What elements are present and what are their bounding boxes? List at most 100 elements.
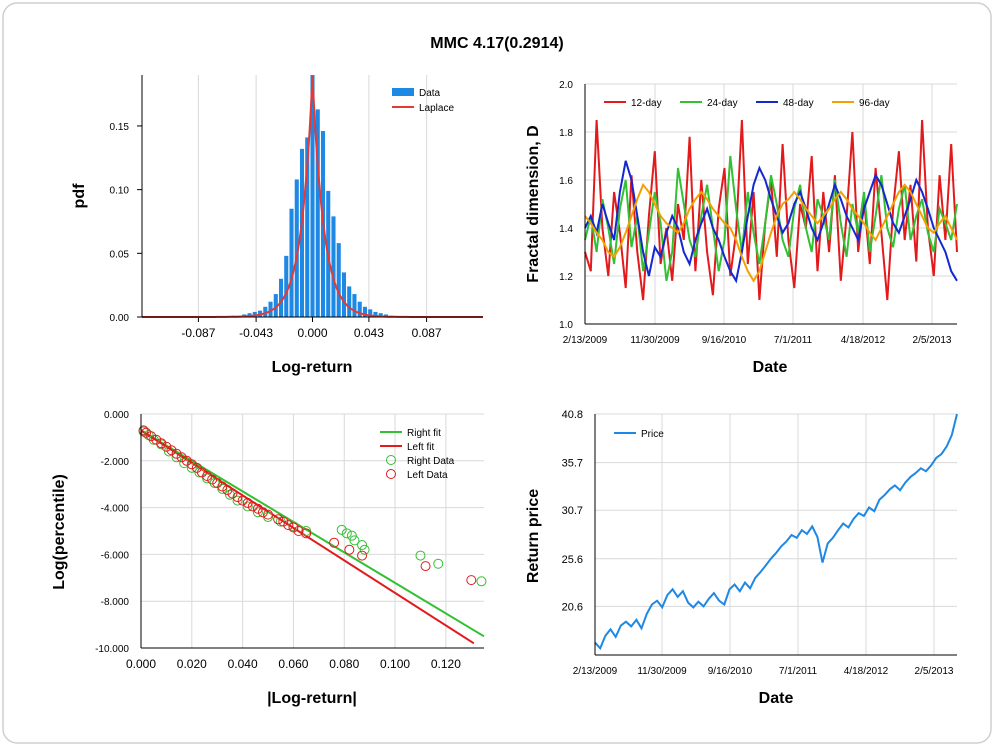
fd-series-line [584, 155, 958, 281]
left-data-point [196, 467, 207, 478]
left-data-point [247, 501, 258, 512]
hist-ytick-label: 0.10 [110, 186, 130, 197]
left-data-point [293, 526, 304, 536]
panel-fractal-dimension: Date Fractal dimension, D 2/13/2009 11/30… [525, 80, 958, 376]
hist-xtick-label: -0.043 [239, 326, 273, 340]
right-data-point [242, 501, 253, 512]
hist-bar [378, 313, 383, 317]
rp-legend: Price [614, 429, 664, 440]
right-data-point [232, 495, 243, 506]
left-data-point [227, 488, 238, 499]
left-data-point [161, 441, 172, 452]
rp-xlabel: Date [759, 690, 794, 707]
left-data-point [138, 425, 149, 436]
right-data-point [224, 489, 235, 500]
legend-label-right-data: Right Data [407, 456, 455, 467]
left-data-point [257, 507, 268, 518]
rp-xtick-label: 9/16/2010 [708, 666, 753, 677]
hist-bar [284, 255, 289, 317]
hist-bar [357, 301, 362, 317]
left-data-point [186, 459, 197, 470]
rp-xtick-label: 7/1/2011 [779, 666, 818, 677]
lp-xtick-label: 0.060 [278, 657, 308, 671]
right-data-point [163, 446, 174, 457]
fd-xlabel: Date [753, 359, 788, 376]
legend-swatch-data [392, 88, 414, 96]
panel-log-percentile: |Log-return| Log(percentile) 0.000 0.020 0… [51, 410, 487, 707]
legend-label-12day: 12-day [631, 98, 662, 109]
right-data-point [415, 550, 426, 561]
hist-ylabel: pdf [71, 183, 88, 209]
left-data-point [151, 434, 162, 445]
legend-label-48day: 48-day [783, 98, 814, 109]
left-data-point [171, 448, 182, 459]
left-data-point [263, 509, 274, 520]
right-data-point [171, 452, 182, 463]
rp-xtick-label: 4/18/2012 [844, 666, 889, 677]
hist-xtick-label: 0.087 [412, 326, 442, 340]
hist-bar [336, 243, 341, 317]
rp-ytick-label: 20.6 [562, 601, 583, 613]
left-data-point [207, 474, 218, 485]
hist-bar [341, 272, 347, 317]
hist-bar [294, 179, 299, 317]
legend-label-data: Data [419, 88, 441, 99]
left-data-point [242, 497, 253, 508]
right-data-point [346, 530, 357, 541]
lp-ytick-label: -10.000 [95, 644, 129, 655]
hist-bar [278, 278, 284, 317]
fd-xtick-label: 2/5/2013 [913, 335, 952, 346]
fd-xtick-label: 2/13/2009 [563, 335, 608, 346]
right-data-point [341, 528, 352, 539]
hist-bar [289, 208, 294, 317]
legend-label-right-fit: Right fit [407, 428, 441, 439]
lp-legend: Right fit Left fit Right Data Left Data [380, 428, 455, 481]
left-data-point [176, 452, 187, 463]
left-data-point [288, 522, 299, 533]
left-data-point [278, 516, 289, 527]
hist-bar [299, 148, 305, 317]
left-data-point [202, 471, 213, 482]
fd-ytick-label: 1.6 [559, 176, 573, 187]
left-data-point [283, 520, 294, 531]
rp-ytick-label: 35.7 [562, 458, 583, 470]
rp-ytick-label: 25.6 [562, 554, 583, 566]
right-data-point [476, 576, 487, 587]
lp-xtick-label: 0.040 [228, 657, 258, 671]
hist-xlabel: Log-return [272, 359, 353, 376]
left-data-point [357, 550, 368, 561]
hist-legend: Data Laplace [392, 88, 454, 114]
rp-xtick-label: 2/13/2009 [573, 666, 618, 677]
right-data-point [217, 483, 228, 494]
rp-ylabel: Return price [525, 489, 542, 583]
left-data-point [212, 478, 223, 489]
fd-legend: 12-day 24-day 48-day 96-day [604, 98, 890, 109]
fd-xtick-label: 11/30/2009 [630, 335, 680, 346]
card-frame [2, 2, 992, 744]
fd-xtick-label: 4/18/2012 [841, 335, 886, 346]
right-data-point [179, 458, 190, 469]
legend-swatch-right-data [386, 455, 396, 465]
hist-bar [315, 109, 320, 318]
lp-xtick-label: 0.100 [380, 657, 410, 671]
legend-label-laplace: Laplace [419, 103, 454, 114]
hist-bar [273, 294, 278, 317]
left-data-point [273, 514, 284, 525]
lp-xtick-label: 0.020 [177, 657, 207, 671]
legend-label-left-fit: Left fit [407, 442, 434, 453]
fd-ytick-label: 1.2 [559, 272, 573, 283]
price-line [594, 413, 958, 651]
hist-bar [373, 311, 378, 317]
lp-ytick-label: -6.000 [101, 550, 130, 561]
hist-bar [310, 75, 315, 317]
rp-ytick-label: 30.7 [562, 505, 583, 517]
lp-ytick-label: -4.000 [101, 504, 130, 515]
left-data-point [344, 544, 355, 555]
legend-label-24day: 24-day [707, 98, 738, 109]
hist-bar [268, 301, 273, 317]
fd-series-line [584, 182, 958, 283]
panel-histogram: Log-return pdf -0.087 -0.043 0.000 0.043 0.0… [71, 75, 483, 376]
legend-label-96day: 96-day [859, 98, 890, 109]
